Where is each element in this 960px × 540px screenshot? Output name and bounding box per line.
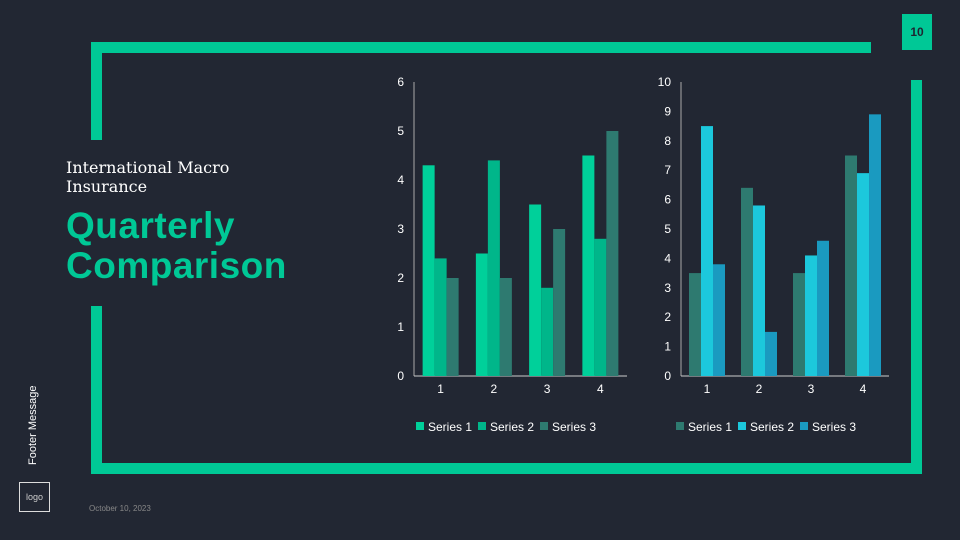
bar-series-1-cat-3	[793, 273, 805, 376]
legend-swatch	[800, 422, 808, 430]
bar-series-3-cat-3	[817, 240, 829, 376]
legend-swatch	[738, 422, 746, 430]
frame-bottom	[91, 463, 922, 474]
bar-series-2-cat-1	[434, 258, 447, 376]
y-tick-label: 5	[664, 222, 671, 236]
frame-left-top	[91, 42, 102, 140]
bar-series-2-cat-2	[487, 160, 500, 376]
bar-series-3-cat-1	[713, 264, 725, 376]
bar-series-2-cat-4	[857, 173, 869, 376]
bar-series-2-cat-3	[805, 255, 817, 376]
x-tick-label: 4	[597, 382, 604, 396]
y-tick-label: 0	[397, 369, 404, 383]
bar-series-2-cat-2	[753, 205, 765, 376]
y-tick-label: 5	[397, 124, 404, 138]
y-tick-label: 1	[397, 320, 404, 334]
legend-label: Series 3	[812, 420, 856, 434]
bar-series-3-cat-1	[446, 278, 459, 376]
legend-label: Series 2	[750, 420, 794, 434]
y-tick-label: 3	[664, 281, 671, 295]
bar-series-1-cat-2	[475, 253, 488, 376]
legend-label: Series 3	[552, 420, 596, 434]
bar-series-3-cat-3	[553, 229, 566, 376]
bar-series-1-cat-3	[529, 204, 542, 376]
legend-label: Series 1	[688, 420, 732, 434]
date: October 10, 2023	[89, 504, 151, 513]
frame-right	[911, 80, 922, 474]
legend-label: Series 2	[490, 420, 534, 434]
frame-top	[91, 42, 871, 53]
bar-series-1-cat-1	[689, 273, 701, 376]
legend-swatch	[540, 422, 548, 430]
legend-swatch	[478, 422, 486, 430]
bar-series-2-cat-4	[594, 238, 607, 376]
bar-series-3-cat-2	[499, 278, 512, 376]
bar-series-3-cat-4	[606, 131, 619, 376]
y-tick-label: 6	[664, 193, 671, 207]
legend-label: Series 1	[428, 420, 472, 434]
frame-left-bottom	[91, 306, 102, 474]
x-tick-label: 2	[491, 382, 498, 396]
y-tick-label: 4	[664, 251, 671, 265]
x-tick-label: 4	[860, 382, 867, 396]
bar-series-3-cat-2	[765, 331, 777, 376]
logo: logo	[19, 482, 50, 512]
title-line-1: Quarterly	[66, 205, 236, 246]
x-tick-label: 1	[704, 382, 711, 396]
x-tick-label: 2	[756, 382, 763, 396]
subtitle: International Macro Insurance	[66, 158, 230, 196]
legend-swatch	[676, 422, 684, 430]
y-tick-label: 1	[664, 340, 671, 354]
y-tick-label: 2	[664, 310, 671, 324]
y-tick-label: 8	[664, 134, 671, 148]
y-tick-label: 10	[658, 75, 672, 89]
y-tick-label: 4	[397, 173, 404, 187]
bar-series-1-cat-2	[741, 187, 753, 376]
bar-series-1-cat-1	[422, 165, 435, 376]
x-tick-label: 3	[544, 382, 551, 396]
bar-series-2-cat-3	[541, 287, 554, 376]
page-title: Quarterly Comparison	[66, 206, 287, 286]
y-tick-label: 2	[397, 271, 404, 285]
y-tick-label: 0	[664, 369, 671, 383]
y-tick-label: 3	[397, 222, 404, 236]
y-tick-label: 9	[664, 104, 671, 118]
legend-swatch	[416, 422, 424, 430]
y-tick-label: 7	[664, 163, 671, 177]
page-number: 10	[902, 14, 932, 50]
x-tick-label: 3	[808, 382, 815, 396]
x-tick-label: 1	[437, 382, 444, 396]
bar-series-1-cat-4	[582, 155, 595, 376]
bar-series-2-cat-1	[701, 126, 713, 376]
bar-series-1-cat-4	[845, 155, 857, 376]
title-line-2: Comparison	[66, 245, 287, 286]
bar-series-3-cat-4	[869, 114, 881, 376]
y-tick-label: 6	[397, 75, 404, 89]
